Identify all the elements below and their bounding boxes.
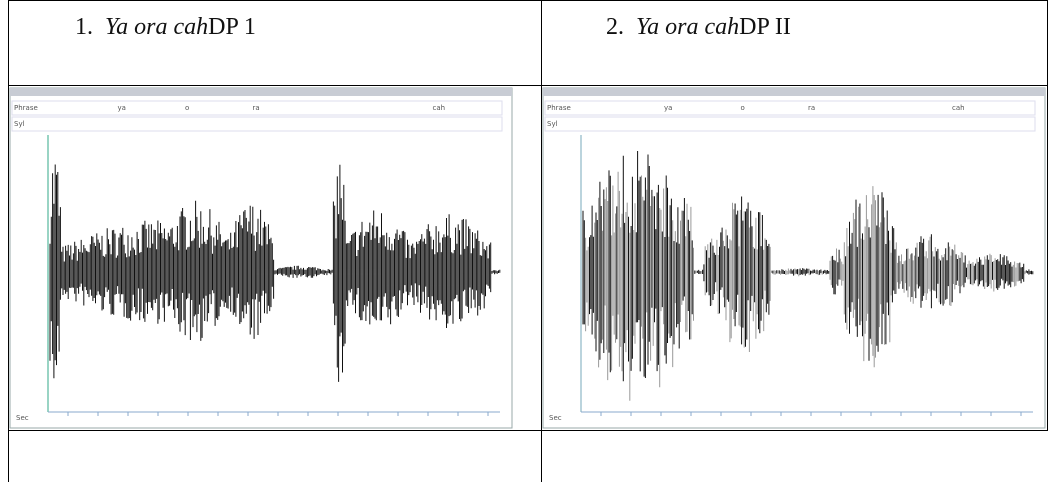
title-bar [543, 88, 1045, 96]
cell-header: 1. Ya ora cahDP 1 [75, 14, 256, 41]
phrase-label: ra [253, 104, 260, 112]
phrase-label: cah [952, 104, 965, 112]
phrase-label: ra [808, 104, 815, 112]
phrase-label: ya [664, 104, 672, 112]
title-rest: DP 1 [208, 14, 256, 40]
axis-label: Sec [549, 414, 562, 422]
tier-name: Phrase [14, 104, 38, 112]
title-bar [10, 88, 512, 96]
number: 1. [75, 14, 93, 40]
title-rest: DP II [739, 14, 791, 40]
phrase-label: cah [433, 104, 446, 112]
tier-name: Syl [14, 120, 25, 128]
phrase-label: ya [118, 104, 126, 112]
italic-title: Ya ora cah [636, 14, 739, 40]
tier-name: Phrase [547, 104, 571, 112]
table-frame: Phrase Syl ya o ra cah Sec Phrase Syl ya o ra cah Sec [0, 0, 1052, 482]
page: Phrase Syl ya o ra cah Sec Phrase Syl ya o ra cah Sec… [0, 0, 1052, 482]
tier-row [545, 117, 1035, 131]
number: 2. [606, 14, 624, 40]
tier-name: Syl [547, 120, 558, 128]
cell-header: 2. Ya ora cahDP II [606, 14, 791, 41]
phrase-label: o [185, 104, 189, 112]
axis-label: Sec [16, 414, 29, 422]
italic-title: Ya ora cah [105, 14, 208, 40]
tier-row [12, 117, 502, 131]
phrase-label: o [741, 104, 745, 112]
